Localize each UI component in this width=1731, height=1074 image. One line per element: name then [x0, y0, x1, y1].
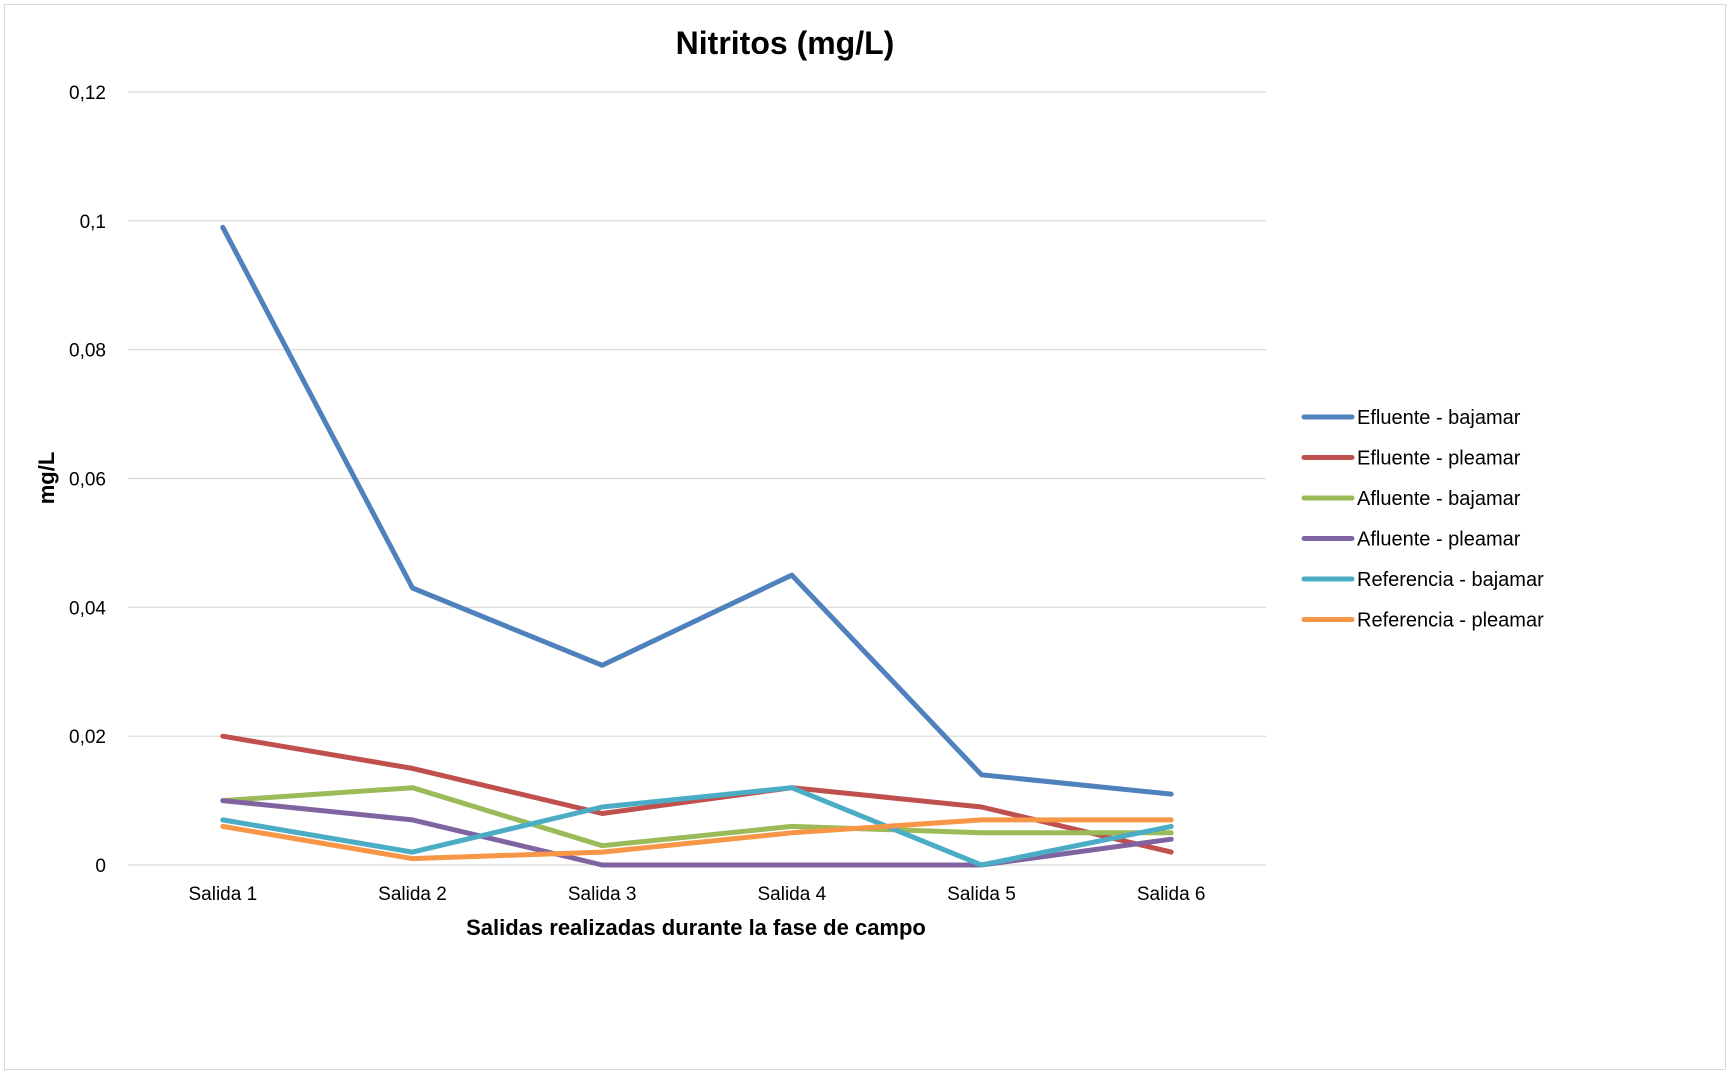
legend: Efluente - bajamar Efluente - pleamar Aflu… [1301, 407, 1544, 632]
x-axis-title: Salidas realizadas durante la fase de ca… [466, 915, 926, 940]
x-tick-label: Salida 3 [568, 884, 637, 905]
y-tick-label: 0 [95, 856, 106, 877]
x-axis-tick-labels: Salida 1 Salida 2 Salida 3 Salida 4 Salida 5… [188, 884, 1205, 905]
x-tick-label: Salida 6 [1137, 884, 1206, 905]
y-tick-label: 0,06 [69, 470, 106, 491]
series-line-2 [220, 733, 1174, 855]
legend-item: Afluente - pleamar [1301, 529, 1521, 551]
gridlines [128, 91, 1266, 866]
legend-label: Referencia - pleamar [1357, 610, 1544, 632]
chart-title: Nitritos (mg/L) [676, 25, 895, 61]
legend-label: Afluente - pleamar [1357, 529, 1521, 551]
legend-label: Efluente - pleamar [1357, 448, 1521, 470]
x-tick-label: Salida 4 [757, 884, 826, 905]
legend-item: Afluente - bajamar [1301, 488, 1521, 510]
series-line-1 [220, 224, 1174, 797]
y-tick-label: 0,02 [69, 727, 106, 748]
legend-label: Referencia - bajamar [1357, 569, 1544, 591]
x-tick-label: Salida 5 [947, 884, 1016, 905]
y-tick-label: 0,04 [69, 598, 106, 619]
legend-item: Efluente - pleamar [1301, 448, 1521, 470]
chart-frame [4, 4, 1726, 1070]
series-lines [220, 224, 1174, 868]
legend-item: Referencia - pleamar [1301, 610, 1544, 632]
y-axis-tick-labels: 0 0,02 0,04 0,06 0,08 0,1 0,12 [69, 83, 106, 877]
series-line-3 [220, 785, 1174, 849]
series-line-6 [220, 817, 1174, 862]
x-tick-label: Salida 1 [188, 884, 257, 905]
y-tick-label: 0,12 [69, 83, 106, 104]
series-line-5 [220, 785, 1174, 868]
legend-label: Efluente - bajamar [1357, 407, 1521, 429]
y-tick-label: 0,08 [69, 341, 106, 362]
legend-item: Efluente - bajamar [1301, 407, 1521, 429]
x-tick-label: Salida 2 [378, 884, 447, 905]
y-tick-label: 0,1 [80, 212, 106, 233]
legend-item: Referencia - bajamar [1301, 569, 1544, 591]
y-axis-title: mg/L [34, 452, 59, 505]
legend-label: Afluente - bajamar [1357, 488, 1521, 510]
